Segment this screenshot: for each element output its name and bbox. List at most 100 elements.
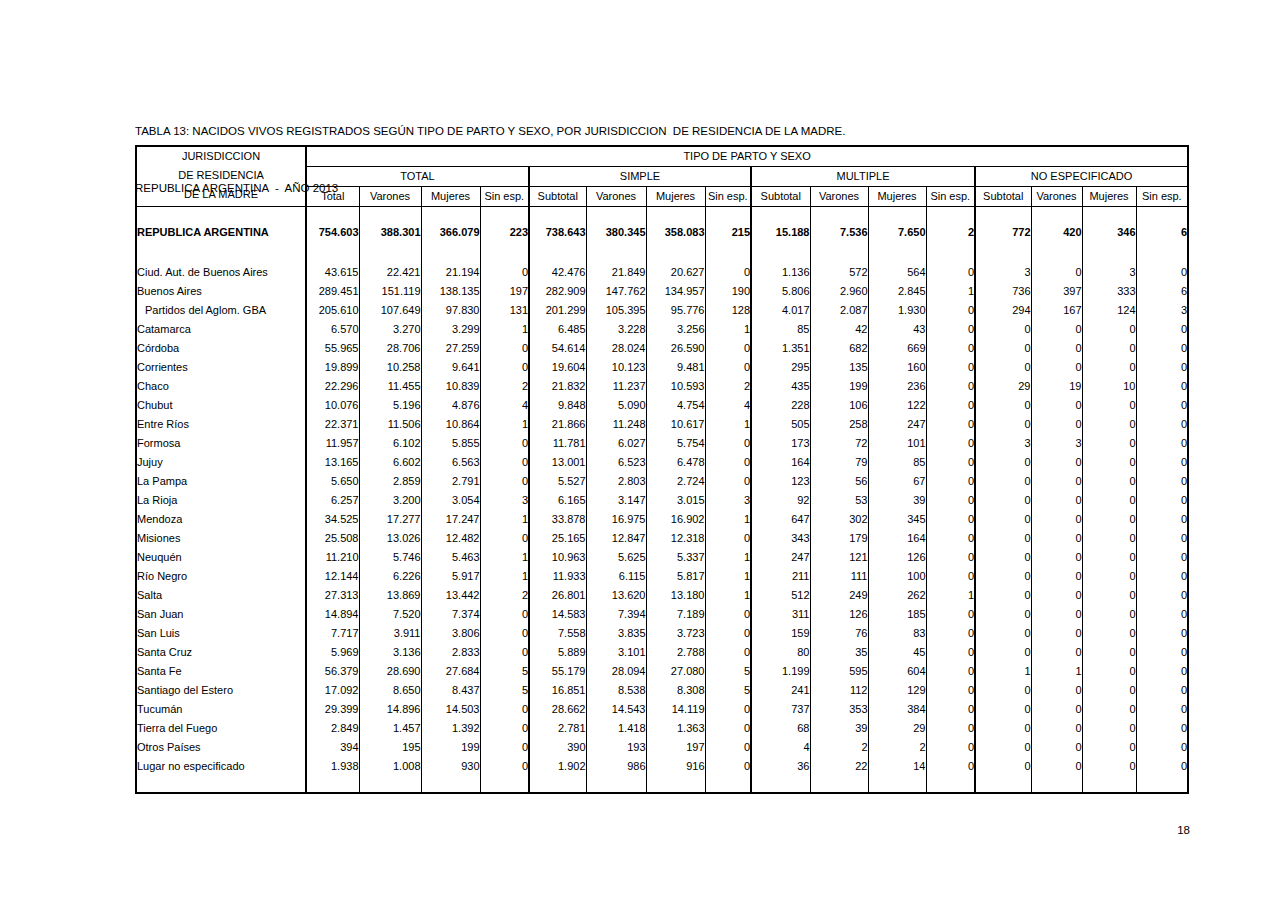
value-cell: 394: [306, 738, 359, 757]
group-header-no-especificado: NO ESPECIFICADO: [975, 167, 1188, 187]
value-cell: 4: [751, 738, 810, 757]
value-cell: 11.210: [306, 548, 359, 567]
value-cell: 13.026: [359, 529, 421, 548]
column-header: Varones: [359, 187, 421, 207]
value-cell: 0: [705, 757, 751, 776]
value-cell: 39: [810, 719, 868, 738]
value-cell: 10: [1082, 377, 1136, 396]
value-cell: 0: [1136, 472, 1188, 491]
value-cell: 1.938: [306, 757, 359, 776]
value-cell: 0: [975, 358, 1031, 377]
value-cell: 10.839: [421, 377, 480, 396]
table-row: Buenos Aires289.451151.119138.135197282.…: [136, 282, 1188, 301]
value-cell: 14: [868, 757, 926, 776]
value-cell: 193: [586, 738, 646, 757]
value-cell: [306, 246, 359, 263]
value-cell: 0: [926, 491, 975, 510]
value-cell: 247: [868, 415, 926, 434]
value-cell: 0: [1031, 719, 1082, 738]
value-cell: 15.188: [751, 220, 810, 246]
value-cell: 5: [705, 681, 751, 700]
value-cell: [975, 246, 1031, 263]
value-cell: 420: [1031, 220, 1082, 246]
value-cell: 3.723: [646, 624, 705, 643]
value-cell: 22.421: [359, 263, 421, 282]
value-cell: 100: [868, 567, 926, 586]
value-cell: 5.855: [421, 434, 480, 453]
value-cell: 121: [810, 548, 868, 567]
value-cell: 7.520: [359, 605, 421, 624]
value-cell: [751, 776, 810, 793]
value-cell: 0: [975, 529, 1031, 548]
value-cell: 3.835: [586, 624, 646, 643]
value-cell: 0: [1082, 586, 1136, 605]
value-cell: 135: [810, 358, 868, 377]
value-cell: 122: [868, 396, 926, 415]
value-cell: [1082, 207, 1136, 220]
value-cell: 0: [1082, 396, 1136, 415]
value-cell: 7.394: [586, 605, 646, 624]
value-cell: [529, 776, 586, 793]
value-cell: 5.196: [359, 396, 421, 415]
value-cell: 17.092: [306, 681, 359, 700]
value-cell: 0: [926, 434, 975, 453]
value-cell: 14.896: [359, 700, 421, 719]
value-cell: 42.476: [529, 263, 586, 282]
value-cell: 28.662: [529, 700, 586, 719]
value-cell: 28.094: [586, 662, 646, 681]
value-cell: [306, 207, 359, 220]
value-cell: 13.180: [646, 586, 705, 605]
value-cell: 7.650: [868, 220, 926, 246]
value-cell: 0: [480, 358, 529, 377]
value-cell: 6.478: [646, 453, 705, 472]
value-cell: 0: [975, 320, 1031, 339]
table-row: Río Negro12.1446.2265.917111.9336.1155.8…: [136, 567, 1188, 586]
value-cell: 0: [1031, 586, 1082, 605]
value-cell: 2: [480, 377, 529, 396]
value-cell: 53: [810, 491, 868, 510]
value-cell: 0: [705, 339, 751, 358]
value-cell: 0: [1136, 339, 1188, 358]
value-cell: [1136, 207, 1188, 220]
value-cell: 22.371: [306, 415, 359, 434]
value-cell: 3.200: [359, 491, 421, 510]
value-cell: [480, 776, 529, 793]
value-cell: [529, 207, 586, 220]
value-cell: 358.083: [646, 220, 705, 246]
table-row: San Juan14.8947.5207.374014.5837.3947.18…: [136, 605, 1188, 624]
value-cell: 2.960: [810, 282, 868, 301]
value-cell: 10.123: [586, 358, 646, 377]
value-cell: 8.308: [646, 681, 705, 700]
table-row: La Rioja6.2573.2003.05436.1653.1473.0153…: [136, 491, 1188, 510]
value-cell: 19.899: [306, 358, 359, 377]
value-cell: 10.258: [359, 358, 421, 377]
value-cell: 0: [1082, 491, 1136, 510]
table-row: Entre Ríos22.37111.50610.864121.86611.24…: [136, 415, 1188, 434]
column-header: Mujeres: [646, 187, 705, 207]
jurisdiction-header-line: DE LA MADRE: [139, 185, 303, 204]
value-cell: 5: [480, 681, 529, 700]
value-cell: 2.849: [306, 719, 359, 738]
table-row: Santa Cruz5.9693.1362.83305.8893.1012.78…: [136, 643, 1188, 662]
jurisdiction-cell: Formosa: [136, 434, 306, 453]
value-cell: 1: [975, 662, 1031, 681]
value-cell: 14.119: [646, 700, 705, 719]
value-cell: 5.969: [306, 643, 359, 662]
value-cell: 0: [1136, 320, 1188, 339]
value-cell: 5: [480, 662, 529, 681]
value-cell: 6.257: [306, 491, 359, 510]
value-cell: 6.602: [359, 453, 421, 472]
value-cell: 0: [705, 605, 751, 624]
value-cell: 736: [975, 282, 1031, 301]
table-row: Lugar no especificado1.9381.00893001.902…: [136, 757, 1188, 776]
value-cell: 14.543: [586, 700, 646, 719]
value-cell: 0: [1136, 586, 1188, 605]
value-cell: 311: [751, 605, 810, 624]
value-cell: 0: [1031, 320, 1082, 339]
value-cell: 380.345: [586, 220, 646, 246]
value-cell: 39: [868, 491, 926, 510]
value-cell: 67: [868, 472, 926, 491]
value-cell: 4.017: [751, 301, 810, 320]
value-cell: 35: [810, 643, 868, 662]
value-cell: 79: [810, 453, 868, 472]
